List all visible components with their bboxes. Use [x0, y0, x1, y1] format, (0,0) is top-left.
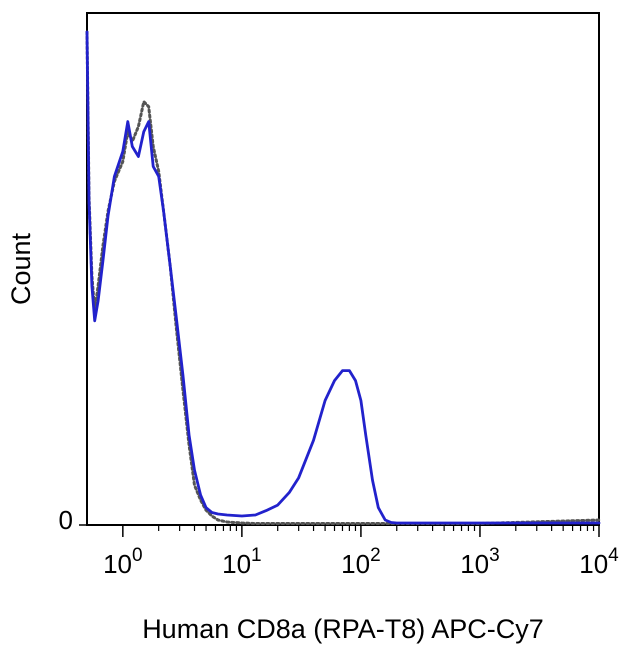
x-tick-label: 103	[460, 545, 500, 579]
x-axis: 100 101 102 103 104	[103, 525, 619, 579]
y-axis-title: Count	[6, 232, 36, 305]
control-series-line	[85, 30, 601, 525]
x-tick-label: 102	[341, 545, 381, 579]
plot-frame	[86, 12, 600, 526]
x-tick-label: 101	[222, 545, 261, 579]
x-axis-title: Human CD8a (RPA-T8) APC-Cy7	[142, 614, 544, 644]
y-tick-label: 0	[59, 505, 73, 535]
stained-series-line	[85, 30, 601, 525]
x-tick-label: 104	[579, 545, 619, 579]
series-layer	[85, 30, 601, 525]
x-tick-label: 100	[103, 545, 143, 579]
y-axis: 0	[59, 505, 87, 535]
